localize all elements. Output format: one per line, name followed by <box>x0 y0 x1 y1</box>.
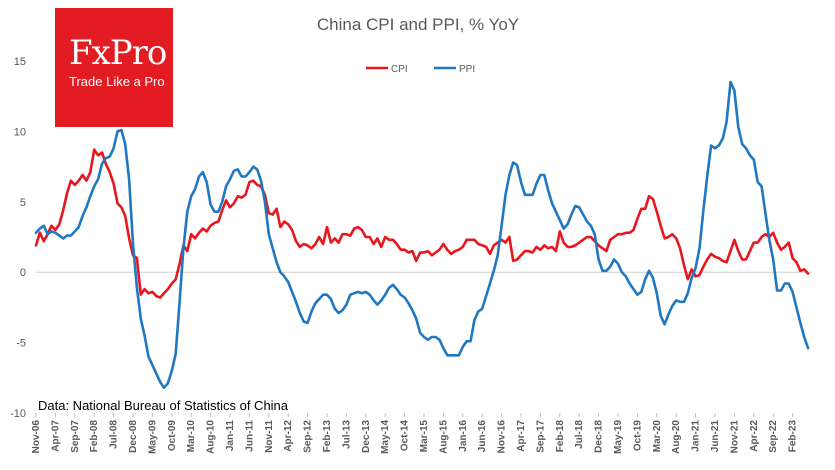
x-tick-label: Dec-18 <box>594 420 605 453</box>
x-tick-label: Apr-07 <box>50 420 61 452</box>
x-axis: Nov-06 Apr-07 Sep-07 Feb-08 Jul-08 Dec-08 May-… <box>31 271 812 454</box>
x-tick-label: Sep-07 <box>70 420 81 453</box>
x-tick-label: Mar-10 <box>186 420 197 453</box>
x-tick-label: Feb-08 <box>89 420 100 453</box>
x-tick-label: Nov-06 <box>31 420 42 454</box>
x-tick-label: Jun-11 <box>244 420 255 452</box>
chart-title: China CPI and PPI, % YoY <box>317 15 519 34</box>
x-tick-label: Apr-17 <box>516 420 527 452</box>
y-axis: 15 10 5 0 -5 -10 <box>10 56 26 420</box>
x-tick-label: Aug-15 <box>438 420 449 454</box>
x-tick-label: Oct-19 <box>632 420 643 452</box>
x-tick-label: Nov-11 <box>264 420 275 453</box>
x-tick-label: Jun-21 <box>710 420 721 453</box>
x-tick-label: Jul-18 <box>574 420 585 449</box>
x-tick-label: Sep-12 <box>303 420 314 453</box>
x-tick-label: Apr-22 <box>749 420 760 452</box>
x-tick-label: Mar-15 <box>419 420 430 453</box>
x-tick-label: Nov-21 <box>729 420 740 454</box>
x-tick-label: Nov-16 <box>497 420 508 454</box>
x-tick-label: Jun-16 <box>477 420 488 453</box>
x-tick-label: Apr-12 <box>283 420 294 452</box>
series-line-ppi <box>34 80 810 389</box>
y-tick-label: 5 <box>20 197 26 209</box>
x-tick-label: Mar-20 <box>652 420 663 453</box>
x-tick-label: Jan-21 <box>691 420 702 452</box>
fxpro-logo: FxPro Trade Like a Pro <box>55 8 173 127</box>
y-tick-label: 15 <box>14 56 26 68</box>
y-tick-label: -10 <box>10 408 26 420</box>
x-tick-label: Dec-08 <box>128 420 139 453</box>
legend: CPI PPI <box>366 64 475 75</box>
x-tick-label: Jul-13 <box>341 420 352 449</box>
x-tick-label: May-09 <box>147 420 158 454</box>
x-tick-label: Feb-18 <box>555 420 566 453</box>
y-tick-label: 10 <box>14 126 26 138</box>
series-lines <box>34 80 810 389</box>
series-line-cpi <box>34 148 810 299</box>
x-tick-label: Feb-13 <box>322 420 333 453</box>
x-tick-label: May-19 <box>613 420 624 454</box>
x-tick-label: Jul-08 <box>109 420 120 449</box>
x-tick-label: Aug-10 <box>206 420 217 454</box>
x-tick-label: Dec-13 <box>361 420 372 453</box>
x-tick-label: May-14 <box>380 420 391 454</box>
legend-label-ppi: PPI <box>459 64 475 75</box>
x-tick-label: Sep-22 <box>768 420 779 453</box>
y-tick-label: 0 <box>20 267 26 279</box>
x-tick-label: Oct-09 <box>167 420 178 452</box>
source-note: Data: National Bureau of Statistics of C… <box>38 398 289 413</box>
x-tick-label: Sep-17 <box>535 420 546 453</box>
x-tick-label: Jan-11 <box>225 420 236 452</box>
y-tick-label: -5 <box>16 338 26 350</box>
x-tick-label: Feb-23 <box>788 420 799 453</box>
logo-tagline: Trade Like a Pro <box>69 74 165 89</box>
x-tick-label: Jan-16 <box>458 420 469 452</box>
logo-wordmark: FxPro <box>69 33 167 73</box>
x-tick-label: Aug-20 <box>671 420 682 454</box>
x-tick-label: Oct-14 <box>400 420 411 452</box>
legend-label-cpi: CPI <box>391 64 408 75</box>
